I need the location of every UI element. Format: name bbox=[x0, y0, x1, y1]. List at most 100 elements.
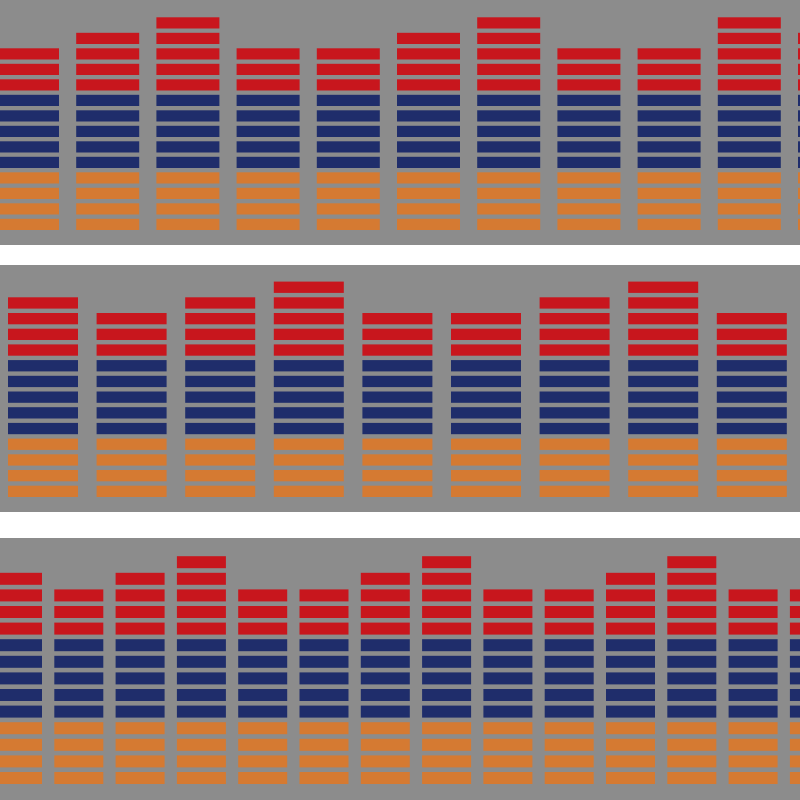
segment bbox=[628, 360, 699, 372]
segment bbox=[156, 110, 220, 122]
segment bbox=[483, 705, 533, 718]
segment bbox=[238, 738, 288, 751]
segment bbox=[76, 79, 140, 91]
segment bbox=[483, 738, 533, 751]
segment bbox=[185, 485, 256, 497]
segment bbox=[539, 485, 610, 497]
segment bbox=[96, 438, 167, 450]
segment bbox=[544, 622, 594, 635]
segment bbox=[557, 63, 621, 75]
segment bbox=[8, 454, 78, 466]
segment bbox=[789, 755, 800, 768]
segment bbox=[557, 79, 621, 91]
segment bbox=[789, 722, 800, 735]
segment bbox=[96, 470, 167, 482]
segment bbox=[362, 375, 433, 388]
segment bbox=[397, 63, 460, 75]
segment bbox=[628, 438, 699, 450]
segment bbox=[316, 110, 380, 122]
segment bbox=[299, 655, 349, 668]
segment bbox=[156, 79, 220, 91]
segment bbox=[717, 203, 781, 215]
segment bbox=[236, 203, 300, 215]
segment bbox=[236, 48, 300, 60]
segment bbox=[798, 63, 800, 75]
segment bbox=[115, 639, 165, 652]
segment bbox=[362, 391, 433, 403]
segment bbox=[176, 722, 226, 735]
segment bbox=[360, 589, 410, 602]
segment bbox=[316, 125, 380, 137]
segment bbox=[789, 705, 800, 718]
segment bbox=[606, 738, 655, 751]
segment bbox=[316, 48, 380, 60]
segment bbox=[76, 156, 140, 168]
segment bbox=[637, 63, 701, 75]
segment bbox=[273, 454, 344, 466]
segment bbox=[0, 755, 42, 768]
segment bbox=[451, 470, 521, 482]
segment bbox=[539, 360, 610, 372]
segment bbox=[397, 79, 460, 91]
segment bbox=[115, 738, 165, 751]
segment bbox=[185, 313, 256, 325]
segment bbox=[628, 313, 699, 325]
segment bbox=[716, 485, 787, 497]
segment bbox=[667, 572, 717, 585]
segment bbox=[451, 438, 521, 450]
segment bbox=[477, 218, 541, 230]
segment bbox=[544, 589, 594, 602]
segment bbox=[628, 375, 699, 388]
segment bbox=[362, 454, 433, 466]
segment bbox=[299, 772, 349, 784]
segment bbox=[798, 187, 800, 199]
segment bbox=[238, 689, 288, 701]
segment bbox=[483, 772, 533, 784]
segment bbox=[539, 422, 610, 435]
segment bbox=[451, 454, 521, 466]
segment bbox=[299, 705, 349, 718]
segment bbox=[176, 572, 226, 585]
segment bbox=[557, 156, 621, 168]
segment bbox=[360, 606, 410, 618]
segment bbox=[606, 705, 655, 718]
segment bbox=[76, 125, 140, 137]
segment bbox=[539, 454, 610, 466]
segment bbox=[0, 639, 42, 652]
segment bbox=[397, 172, 460, 184]
segment bbox=[362, 485, 433, 497]
segment bbox=[0, 187, 59, 199]
segment bbox=[606, 672, 655, 685]
segment bbox=[299, 672, 349, 685]
segment bbox=[397, 156, 460, 168]
segment bbox=[539, 391, 610, 403]
segment bbox=[362, 422, 433, 435]
segment bbox=[0, 622, 42, 635]
segment bbox=[273, 422, 344, 435]
segment bbox=[362, 407, 433, 419]
segment bbox=[115, 772, 165, 784]
segment bbox=[798, 94, 800, 106]
segment bbox=[96, 407, 167, 419]
segment bbox=[798, 156, 800, 168]
segment bbox=[422, 572, 472, 585]
segment bbox=[477, 17, 541, 29]
segment bbox=[273, 438, 344, 450]
segment bbox=[96, 313, 167, 325]
segment bbox=[115, 622, 165, 635]
segment bbox=[273, 281, 344, 293]
segment bbox=[273, 391, 344, 403]
segment bbox=[360, 738, 410, 751]
segment bbox=[238, 622, 288, 635]
segment bbox=[299, 689, 349, 701]
segment bbox=[54, 672, 104, 685]
segment bbox=[76, 94, 140, 106]
segment bbox=[273, 375, 344, 388]
segment bbox=[716, 438, 787, 450]
segment bbox=[236, 156, 300, 168]
segment bbox=[236, 187, 300, 199]
segment bbox=[716, 328, 787, 340]
segment bbox=[76, 203, 140, 215]
segment bbox=[483, 672, 533, 685]
segment bbox=[628, 485, 699, 497]
